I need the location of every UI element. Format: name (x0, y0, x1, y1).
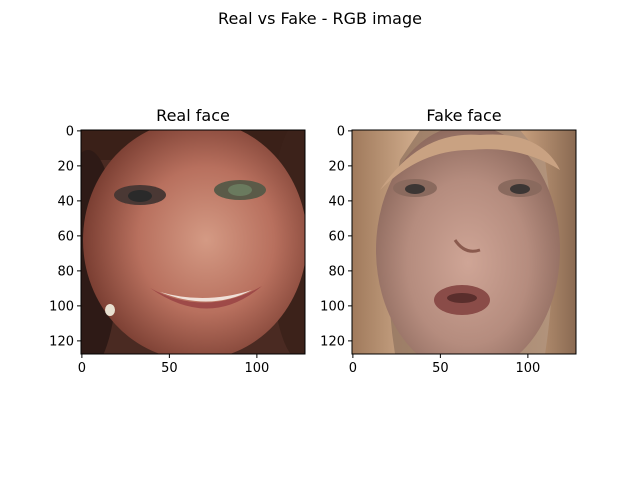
subplot-real: Real face 0 50 100 0 20 40 60 80 100 120 (49, 106, 306, 376)
axes-frame (80, 129, 306, 355)
y-axis: 0 20 40 60 80 100 120 (49, 124, 81, 349)
x-tick-label: 0 (78, 361, 86, 376)
y-tick-label: 80 (328, 264, 345, 279)
x-tick-label: 100 (515, 361, 540, 376)
figure-title: Real vs Fake - RGB image (218, 9, 422, 28)
y-tick-label: 40 (57, 194, 74, 209)
y-tick-label: 20 (328, 159, 345, 174)
y-tick-label: 40 (328, 194, 345, 209)
subplot-fake: Fake face 0 50 100 0 20 40 60 80 100 120 (320, 106, 577, 376)
y-tick-label: 0 (337, 124, 345, 139)
y-tick-label: 120 (49, 334, 74, 349)
face-image (81, 130, 305, 354)
y-tick-label: 120 (320, 334, 345, 349)
x-tick-label: 50 (161, 361, 178, 376)
x-tick-label: 50 (432, 361, 449, 376)
subplot-title: Fake face (426, 106, 501, 125)
y-tick-label: 60 (57, 229, 74, 244)
subplot-title: Real face (156, 106, 230, 125)
y-tick-label: 100 (49, 299, 74, 314)
y-tick-label: 0 (66, 124, 74, 139)
x-tick-label: 0 (349, 361, 357, 376)
y-tick-label: 60 (328, 229, 345, 244)
x-tick-label: 100 (244, 361, 269, 376)
y-tick-label: 20 (57, 159, 74, 174)
x-axis: 0 50 100 (78, 354, 269, 376)
face-image (352, 130, 576, 354)
y-axis: 0 20 40 60 80 100 120 (320, 124, 352, 349)
y-tick-label: 100 (320, 299, 345, 314)
x-axis: 0 50 100 (349, 354, 540, 376)
y-tick-label: 80 (57, 264, 74, 279)
axes-frame (351, 129, 577, 355)
